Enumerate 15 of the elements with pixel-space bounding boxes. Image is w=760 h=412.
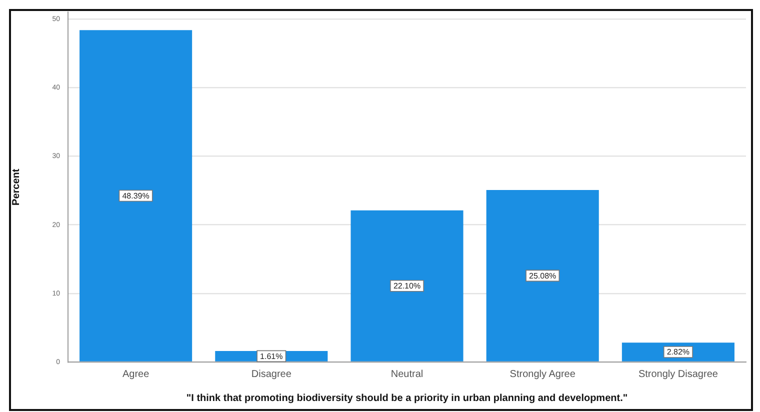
data-label: 25.08%: [529, 271, 556, 280]
y-axis-title: Percent: [10, 168, 22, 206]
x-tick-label: Agree: [122, 368, 150, 380]
data-label: 1.61%: [260, 352, 283, 361]
bar: [350, 210, 464, 362]
data-label: 2.82%: [666, 348, 690, 357]
x-axis-title: "I think that promoting biodiversity should be a priority in urban planning and development.": [186, 392, 628, 404]
bar: [486, 190, 599, 362]
x-tick-label: Strongly Disagree: [638, 368, 718, 380]
x-tick-label: Disagree: [251, 368, 292, 380]
data-label: 48.39%: [122, 191, 150, 200]
x-tick-label: Strongly Agree: [510, 368, 576, 380]
bar: [80, 30, 192, 362]
data-label: 22.10%: [393, 282, 421, 291]
x-tick-label: Neutral: [390, 368, 424, 380]
